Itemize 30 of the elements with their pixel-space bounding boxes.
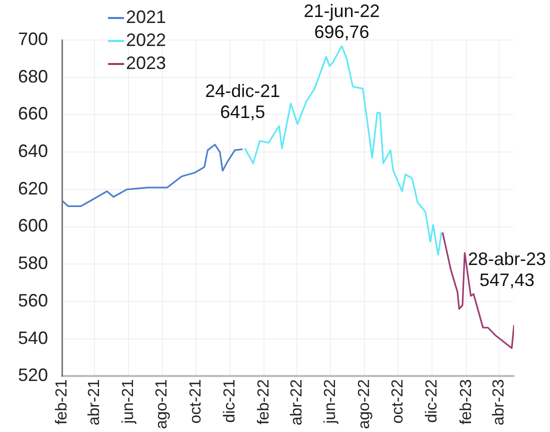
x-tick-label: oct-22 <box>390 379 407 424</box>
x-tick-label: feb-23 <box>458 379 475 425</box>
y-tick-label: 700 <box>18 28 48 49</box>
x-tick-label: abr-21 <box>86 379 104 426</box>
x-tick-label: feb-21 <box>53 379 70 425</box>
y-tick-label: 520 <box>18 365 48 386</box>
y-tick-label: 560 <box>18 290 48 310</box>
x-tick-label: abr-23 <box>490 379 508 426</box>
annotation: 21-jun-22 696,76 <box>304 1 380 42</box>
x-tick-label: dic-21 <box>221 379 238 423</box>
y-tick-label: 620 <box>18 178 48 198</box>
x-tick-label: feb-22 <box>256 379 273 425</box>
y-tick-label: 680 <box>18 66 48 86</box>
x-tick-label: ago-22 <box>356 379 373 430</box>
legend-label: 2022 <box>126 30 166 51</box>
y-tick-label: 660 <box>18 104 48 124</box>
y-tick-label: 580 <box>18 253 48 274</box>
y-tick-label: 600 <box>18 216 48 236</box>
x-tick-label: dic-22 <box>423 379 440 423</box>
x-tick-label: oct-21 <box>187 379 204 424</box>
y-tick-label: 540 <box>18 328 48 348</box>
legend-label: 2023 <box>126 53 166 74</box>
x-tick-label: jun-21 <box>120 379 137 425</box>
annotation: 28-abr-23 547,43 <box>468 249 546 290</box>
x-tick-label: jun-22 <box>322 379 340 425</box>
x-tick-label: abr-22 <box>288 379 306 426</box>
annotation: 24-dic-21 641,5 <box>205 80 280 122</box>
x-tick-label: ago-21 <box>154 379 171 430</box>
y-tick-label: 640 <box>18 141 48 162</box>
legend-label: 2021 <box>126 7 166 28</box>
